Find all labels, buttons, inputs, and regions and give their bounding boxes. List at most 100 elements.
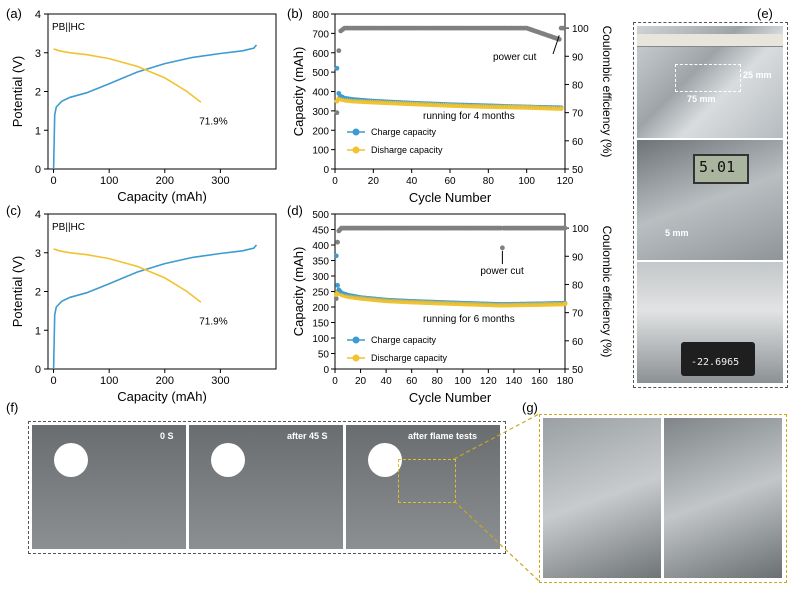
- series-line-charge: [52, 244, 258, 370]
- discharge-point: [562, 301, 568, 307]
- y2-tick-label: 80: [572, 280, 584, 291]
- y-tick-label: 3: [35, 248, 41, 260]
- panel-label-d: (d): [287, 203, 303, 218]
- legend-discharge-label: Discharge capacity: [371, 353, 448, 363]
- y-tick-label: 400: [312, 241, 329, 252]
- y-tick-label: 800: [312, 10, 329, 21]
- ce-point: [560, 25, 566, 31]
- lamp-photo-flame: after flame tests: [346, 425, 500, 549]
- series-line-discharge: [53, 248, 202, 303]
- panel-label-b: (b): [287, 6, 303, 21]
- y-tick-label: 50: [318, 350, 330, 361]
- x-tick-label: 20: [355, 376, 367, 387]
- charge-point: [335, 282, 340, 288]
- panel-label-a: (a): [6, 6, 22, 21]
- x-tick-label: 100: [518, 176, 535, 187]
- x-tick-label: 160: [531, 376, 548, 387]
- bulb-icon: [211, 443, 245, 477]
- y-tick-label: 500: [312, 210, 329, 221]
- y-tick-label: 200: [312, 126, 329, 137]
- ce-point: [335, 239, 340, 245]
- x-tick-label: 100: [454, 376, 471, 387]
- x-tick-label: 60: [406, 376, 418, 387]
- thickness-label: 5 mm: [665, 228, 689, 238]
- annotation-power-cut: power cut: [480, 266, 524, 277]
- y-tick-label: 0: [35, 164, 41, 176]
- time-label-45s: after 45 S: [287, 431, 328, 441]
- x-tick-label: 100: [100, 375, 118, 387]
- y2-tick-label: 90: [572, 252, 584, 263]
- y-tick-label: 250: [312, 288, 329, 299]
- x-tick-label: 60: [444, 176, 456, 187]
- y2-tick-label: 70: [572, 109, 584, 120]
- zoom-box: [398, 459, 456, 503]
- legend-text: PB||HC: [52, 222, 85, 233]
- y-tick-label: 300: [312, 107, 329, 118]
- y2-tick-label: 90: [572, 52, 584, 63]
- bulb-icon: [54, 443, 88, 477]
- photo-frame-g: [539, 414, 787, 583]
- annotation-arrow: [552, 35, 560, 55]
- annotation-power-cut: power cut: [493, 52, 537, 63]
- x-tick-label: 300: [211, 375, 229, 387]
- y-tick-label: 700: [312, 29, 329, 40]
- y-tick-label: 400: [312, 88, 329, 99]
- plot-frame: [47, 13, 277, 170]
- annotation-running: running for 4 months: [423, 111, 515, 122]
- plot-frame: [47, 213, 277, 370]
- lamp-photo-0s: 0 S: [32, 425, 186, 549]
- y-tick-label: 1: [35, 325, 41, 337]
- chart-d-cycling: 0 20 40 60 80 100 120 140 160 180 0 50 100 150 200 250 3…: [291, 210, 614, 405]
- y-axis-title: Potential (V): [10, 256, 25, 328]
- y2-tick-label: 50: [572, 165, 584, 176]
- x-tick-label: 80: [483, 176, 495, 187]
- legend-charge-marker: [352, 336, 360, 344]
- y-tick-label: 600: [312, 49, 329, 60]
- series-line-charge: [52, 44, 258, 170]
- x-tick-label: 40: [381, 376, 393, 387]
- y-tick-label: 0: [323, 165, 329, 176]
- burned-cell-front-photo: [543, 418, 661, 578]
- y2-tick-label: 60: [572, 337, 584, 348]
- ce-point: [336, 48, 342, 54]
- discharge-point: [558, 106, 564, 111]
- annotation-efficiency: 71.9%: [199, 316, 227, 327]
- legend-charge-label: Charge capacity: [371, 127, 437, 137]
- dimension-box: [675, 64, 741, 92]
- x-tick-label: 120: [480, 376, 497, 387]
- plot-frame: [334, 213, 566, 370]
- x-axis-title: Capacity (mAh): [117, 189, 207, 204]
- x-tick-label: 0: [50, 175, 56, 187]
- caliper-photo: 5.01 5 mm: [637, 140, 783, 260]
- x-tick-label: 200: [156, 375, 174, 387]
- x-tick-label: 0: [332, 176, 338, 187]
- charge-point: [334, 65, 340, 71]
- chart-c-potential-capacity: 0 100 200 300 0 1 2 3 4 Capacity (mAh) Potential (…: [10, 209, 277, 404]
- x-tick-label: 20: [368, 176, 380, 187]
- x-axis-title: Cycle Number: [409, 190, 492, 205]
- balance-reading: -22.6965: [691, 357, 740, 368]
- y-tick-label: 200: [312, 303, 329, 314]
- y2-tick-label: 50: [572, 365, 584, 376]
- y-axis-title: Potential (V): [10, 56, 25, 128]
- pouch-cell-photo: 75 mm 25 mm: [637, 26, 783, 138]
- y-axis-title: Capacity (mAh): [291, 247, 306, 337]
- y-tick-label: 2: [35, 87, 41, 99]
- panel-label-c: (c): [6, 203, 22, 218]
- legend-text: PB||HC: [52, 22, 85, 33]
- lamp-photo-45s: after 45 S: [189, 425, 343, 549]
- y2-tick-label: 60: [572, 137, 584, 148]
- y-axis-title: Capacity (mAh): [291, 47, 306, 137]
- y-tick-label: 100: [312, 146, 329, 157]
- y2-tick-label: 80: [572, 80, 584, 91]
- burned-cell-side-photo: [664, 418, 782, 578]
- y2-axis-title: Coulombic efficiency (%): [600, 26, 614, 158]
- photo-frame-e: [633, 22, 788, 388]
- panel-label-g: (g): [522, 400, 538, 415]
- legend-charge-label: Charge capacity: [371, 335, 437, 345]
- time-label-flame: after flame tests: [408, 431, 478, 441]
- chart-b-cycling: 0 20 40 60 80 100 120 0 100 200 300 400 500 600 700 800…: [291, 10, 614, 205]
- height-label: 25 mm: [743, 70, 772, 80]
- x-tick-label: 80: [432, 376, 444, 387]
- bulb-icon: [368, 443, 402, 477]
